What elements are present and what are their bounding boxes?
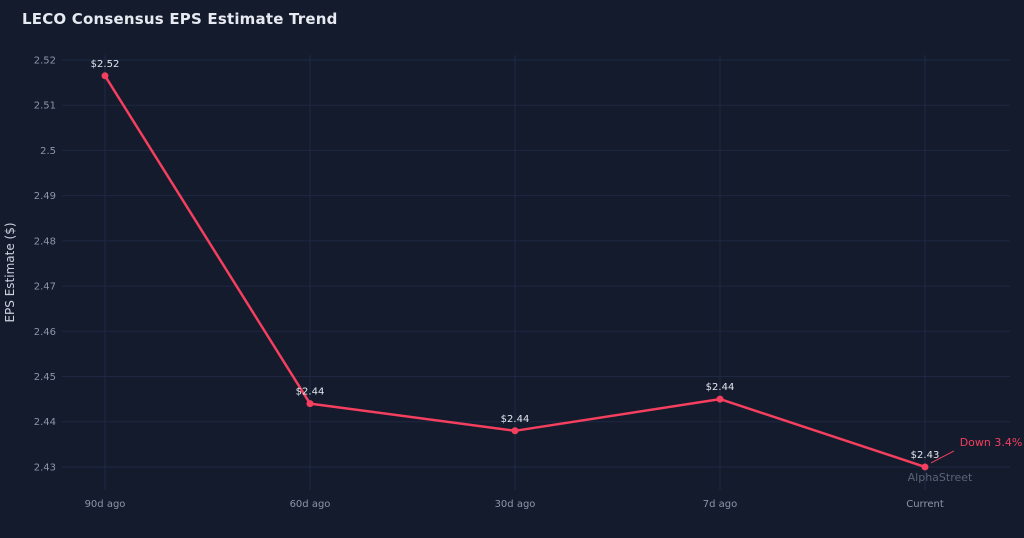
x-tick-label: Current	[906, 499, 944, 510]
watermark: AlphaStreet	[908, 471, 973, 484]
y-tick-label: 2.47	[34, 282, 56, 293]
y-axis-title: EPS Estimate ($)	[3, 222, 17, 322]
data-point-label: $2.44	[501, 414, 530, 425]
y-tick-label: 2.43	[34, 462, 56, 473]
data-point-label: $2.44	[296, 387, 325, 398]
data-point-label: $2.52	[91, 59, 120, 70]
data-point-label: $2.44	[706, 382, 735, 393]
y-tick-label: 2.48	[34, 236, 56, 247]
data-point-label: $2.43	[911, 450, 940, 461]
x-tick-label: 30d ago	[495, 499, 536, 510]
data-point-60d-ago	[306, 400, 314, 408]
data-point-30d-ago	[511, 427, 519, 435]
y-tick-label: 2.45	[34, 372, 56, 383]
x-tick-label: 60d ago	[290, 499, 331, 510]
y-tick-label: 2.51	[34, 101, 56, 112]
y-tick-label: 2.5	[40, 146, 56, 157]
change-annotation: Down 3.4%	[960, 436, 1023, 449]
data-point-7d-ago	[716, 395, 724, 403]
annotation-leader-line	[930, 450, 955, 464]
x-tick-label: 7d ago	[703, 499, 737, 510]
y-tick-label: 2.46	[34, 327, 56, 338]
y-tick-label: 2.52	[34, 55, 56, 66]
y-tick-label: 2.49	[34, 191, 56, 202]
data-point-current	[921, 463, 929, 471]
y-tick-label: 2.44	[34, 417, 56, 428]
chart-title: LECO Consensus EPS Estimate Trend	[22, 10, 338, 28]
data-point-90d-ago	[101, 72, 109, 80]
x-tick-label: 90d ago	[85, 499, 126, 510]
